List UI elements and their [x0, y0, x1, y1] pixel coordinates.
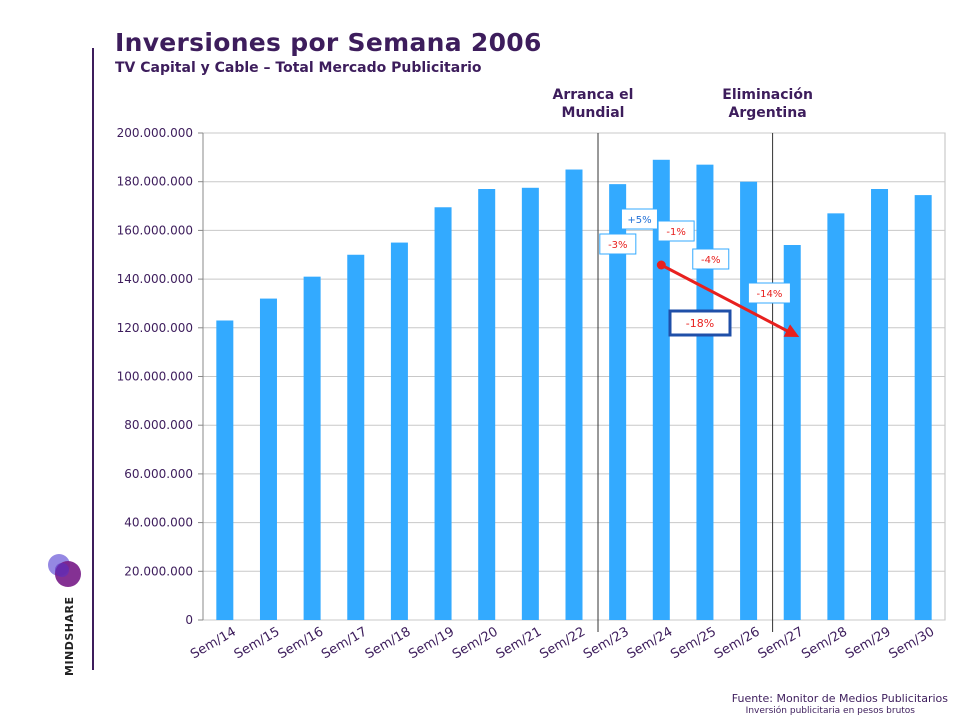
bar: [565, 169, 583, 620]
y-tick-label: 20.000.000: [124, 564, 193, 578]
bar: [871, 189, 889, 620]
event-label: Mundial: [562, 105, 625, 121]
x-tick-label: Sem/16: [275, 624, 326, 662]
x-tick-label: Sem/29: [843, 624, 894, 662]
change-label-box: [747, 282, 791, 304]
change-label: -14%: [756, 289, 782, 300]
y-tick-label: 200.000.000: [117, 126, 193, 140]
bar: [390, 242, 408, 620]
x-tick-label: Sem/22: [537, 624, 588, 662]
x-tick-label: Sem/17: [319, 624, 370, 662]
x-tick-label: Sem/30: [887, 624, 938, 662]
x-tick-label: Sem/26: [712, 624, 763, 662]
bar: [783, 245, 801, 620]
chart-title: Inversiones por Semana 2006: [115, 28, 542, 57]
x-tick-label: Sem/19: [406, 624, 457, 662]
y-tick-label: 160.000.000: [117, 223, 193, 237]
event-label: Argentina: [729, 105, 807, 121]
y-tick-label: 100.000.000: [117, 370, 193, 384]
y-tick-label: 40.000.000: [124, 516, 193, 530]
bar: [652, 159, 670, 620]
bar: [478, 189, 496, 620]
left-divider: [92, 48, 94, 670]
bar: [303, 276, 321, 620]
y-tick-label: 60.000.000: [124, 467, 193, 481]
y-tick-label: 140.000.000: [117, 272, 193, 286]
bar: [696, 164, 714, 620]
trend-label-box: [668, 309, 732, 337]
source-note: Fuente: Monitor de Medios Publicitarios: [731, 692, 948, 705]
y-tick-label: 80.000.000: [124, 418, 193, 432]
trend-label: -18%: [686, 317, 714, 330]
trend-arrowhead: [783, 324, 800, 337]
bar: [216, 320, 234, 620]
bar: [347, 254, 365, 620]
change-label-box: [599, 233, 637, 255]
bar: [609, 184, 627, 620]
change-label: +5%: [627, 215, 651, 226]
bar: [914, 195, 932, 620]
event-label: Arranca el: [553, 87, 634, 103]
change-label: -4%: [701, 255, 720, 266]
x-tick-label: Sem/14: [188, 624, 239, 662]
trend-arrow-line: [660, 263, 792, 335]
x-tick-label: Sem/15: [232, 624, 283, 662]
change-label: -3%: [608, 240, 627, 251]
x-tick-label: Sem/21: [494, 624, 545, 662]
x-tick-label: Sem/23: [581, 624, 632, 662]
event-label: Eliminación: [722, 87, 813, 103]
x-tick-label: Sem/25: [668, 624, 719, 662]
x-tick-label: Sem/20: [450, 624, 501, 662]
bar: [259, 298, 277, 620]
bar: [827, 213, 845, 621]
mindshare-logo-icon: [48, 554, 81, 587]
change-label-box: [657, 220, 695, 242]
x-tick-label: Sem/18: [363, 624, 414, 662]
bar: [434, 207, 452, 620]
y-tick-label: 120.000.000: [117, 321, 193, 335]
change-label-box: [692, 248, 730, 270]
x-tick-label: Sem/24: [625, 624, 676, 662]
y-tick-label: 0: [185, 613, 193, 627]
bar: [740, 181, 758, 620]
change-label-box: [620, 208, 658, 230]
change-label: -1%: [666, 227, 685, 238]
bar: [521, 187, 539, 620]
x-tick-label: Sem/27: [756, 624, 807, 662]
chart-subtitle: TV Capital y Cable – Total Mercado Publi…: [115, 60, 482, 76]
x-tick-label: Sem/28: [799, 624, 850, 662]
y-tick-label: 180.000.000: [117, 175, 193, 189]
currency-note: Inversión publicitaria en pesos brutos: [745, 706, 915, 716]
